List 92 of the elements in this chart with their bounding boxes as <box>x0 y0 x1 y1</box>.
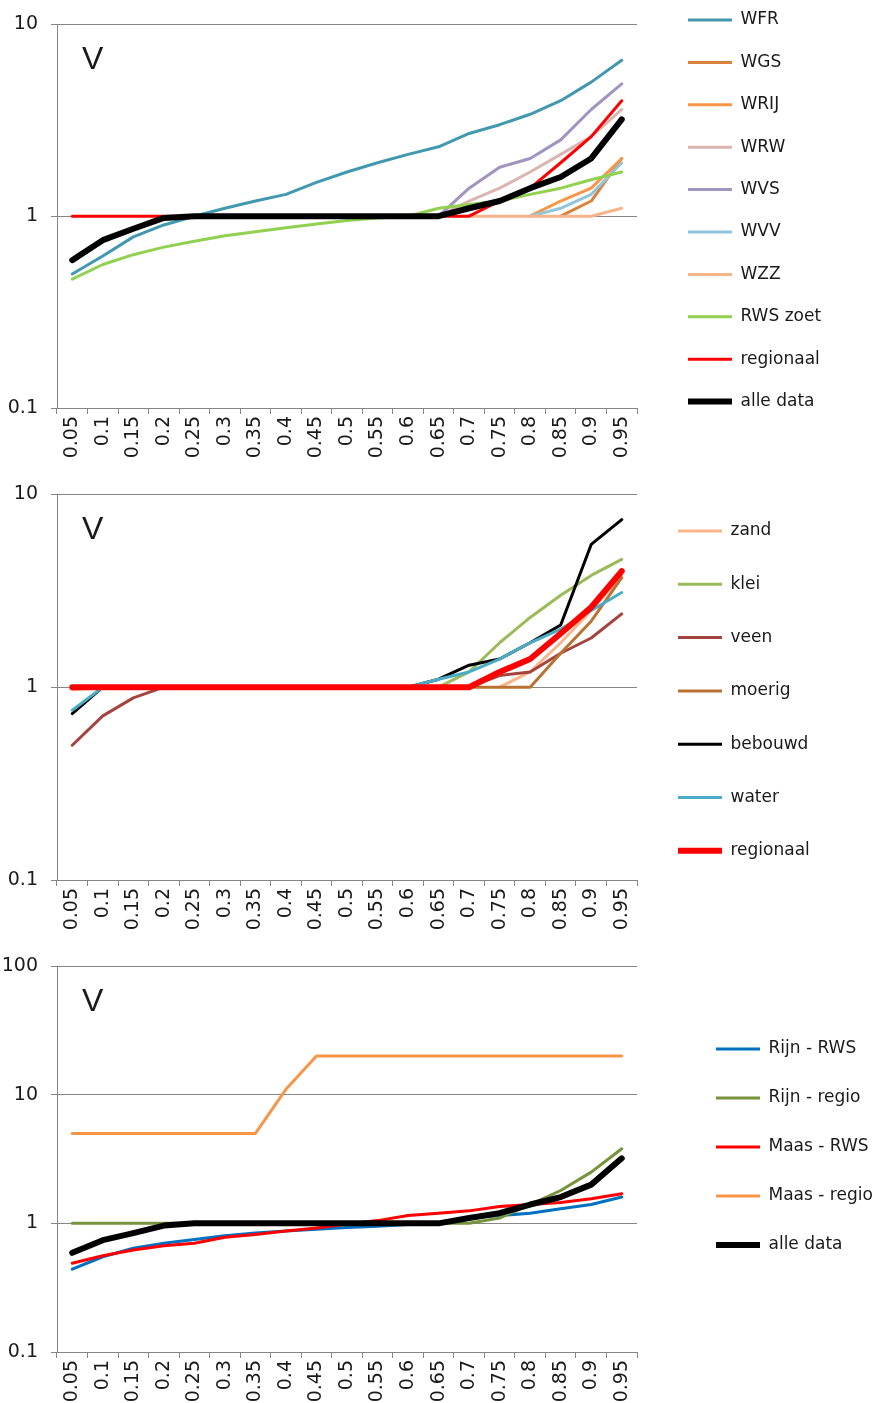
legend-label: moerig <box>730 679 791 700</box>
y-tick-label: 1 <box>25 674 38 697</box>
x-tick-label: 0.5 <box>333 416 356 447</box>
x-tick-label: 0.85 <box>547 416 570 459</box>
legend-label: WGS <box>740 50 782 71</box>
x-tick-label: 0.45 <box>303 888 326 931</box>
x-tick-label: 0.25 <box>181 1360 204 1403</box>
x-tick-label: 0.55 <box>364 416 387 459</box>
y-tick-label: 10 <box>13 11 38 34</box>
x-tick-label: 0.25 <box>181 888 204 931</box>
legend-label: Maas - RWS <box>768 1135 869 1156</box>
legend-label: WRW <box>740 135 786 156</box>
x-tick-label: 0.35 <box>242 888 265 931</box>
x-tick-label: 0.05 <box>59 1360 82 1403</box>
text: V <box>82 40 104 77</box>
x-tick-label: 0.95 <box>608 416 631 459</box>
legend-label: alle data <box>768 1233 843 1254</box>
x-tick-label: 0.2 <box>150 416 173 447</box>
legend-label: Maas - regio <box>768 1184 873 1205</box>
x-tick-label: 0.75 <box>486 1360 509 1403</box>
y-tick-label: 10 <box>13 481 38 504</box>
x-tick-label: 0.85 <box>547 1360 570 1403</box>
legend-label: regionaal <box>740 347 820 368</box>
x-tick-label: 0.7 <box>456 416 479 447</box>
x-tick-label: 0.7 <box>456 888 479 919</box>
y-tick-label: 0.1 <box>7 394 38 417</box>
y-tick-label: 1 <box>25 1210 38 1233</box>
x-tick-label: 0.8 <box>517 888 540 919</box>
legend-label: zand <box>730 519 772 540</box>
x-tick-label: 0.05 <box>59 888 82 931</box>
legend-label: regionaal <box>730 839 810 860</box>
legend-label: water <box>730 785 779 806</box>
legend-label: RWS zoet <box>740 305 822 326</box>
x-tick-label: 0.65 <box>425 888 448 931</box>
x-tick-label: 0.3 <box>211 1360 234 1391</box>
x-tick-label: 0.3 <box>211 888 234 919</box>
x-tick-label: 0.5 <box>333 888 356 919</box>
x-tick-label: 0.9 <box>578 416 601 447</box>
legend-label: Rijn - regio <box>768 1086 861 1107</box>
x-tick-label: 0.7 <box>456 1360 479 1391</box>
legend-label: WFR <box>740 8 780 29</box>
y-tick-label: 0.1 <box>7 1338 38 1361</box>
x-tick-label: 0.15 <box>120 888 143 931</box>
legend-label: klei <box>730 572 761 593</box>
x-tick-label: 0.6 <box>394 888 417 919</box>
x-tick-label: 0.6 <box>394 416 417 447</box>
x-tick-label: 0.65 <box>425 416 448 459</box>
x-tick-label: 0.9 <box>578 1360 601 1391</box>
x-tick-label: 0.55 <box>364 888 387 931</box>
x-tick-label: 0.1 <box>89 1360 112 1391</box>
x-tick-label: 0.45 <box>303 416 326 459</box>
y-tick-label: 0.1 <box>7 866 38 889</box>
x-tick-label: 0.15 <box>120 1360 143 1403</box>
y-tick-label: 100 <box>1 952 38 975</box>
legend-label: Rijn - RWS <box>768 1037 857 1058</box>
x-tick-label: 0.35 <box>242 1360 265 1403</box>
legend-label: WVS <box>740 178 780 199</box>
x-tick-label: 0.65 <box>425 1360 448 1403</box>
x-tick-label: 0.2 <box>150 888 173 919</box>
legend-label: veen <box>730 626 773 647</box>
legend-label: WRIJ <box>740 93 780 114</box>
x-tick-label: 0.95 <box>608 1360 631 1403</box>
y-tick-label: 10 <box>13 1081 38 1104</box>
x-tick-label: 0.55 <box>364 1360 387 1403</box>
x-tick-label: 0.1 <box>89 416 112 447</box>
x-tick-label: 0.4 <box>272 888 295 919</box>
x-tick-label: 0.15 <box>120 416 143 459</box>
text: V <box>82 510 104 547</box>
x-tick-label: 0.05 <box>59 416 82 459</box>
x-tick-label: 0.85 <box>547 888 570 931</box>
x-tick-label: 0.8 <box>517 1360 540 1391</box>
text: V <box>82 981 104 1018</box>
x-tick-label: 0.4 <box>272 416 295 447</box>
x-tick-label: 0.3 <box>211 416 234 447</box>
legend-label: bebouwd <box>730 732 809 753</box>
x-tick-label: 0.75 <box>486 416 509 459</box>
y-tick-label: 1 <box>25 203 38 226</box>
x-tick-label: 0.95 <box>608 888 631 931</box>
x-tick-label: 0.1 <box>89 888 112 919</box>
x-tick-label: 0.5 <box>333 1360 356 1391</box>
x-tick-label: 0.6 <box>394 1360 417 1391</box>
legend-label: alle data <box>740 390 815 411</box>
x-tick-label: 0.4 <box>272 1360 295 1391</box>
x-tick-label: 0.2 <box>150 1360 173 1391</box>
x-tick-label: 0.35 <box>242 416 265 459</box>
x-tick-label: 0.9 <box>578 888 601 919</box>
legend-label: WZZ <box>740 262 781 283</box>
x-tick-label: 0.8 <box>517 416 540 447</box>
x-tick-label: 0.75 <box>486 888 509 931</box>
x-tick-label: 0.25 <box>181 416 204 459</box>
legend-label: WVV <box>740 220 781 241</box>
x-tick-label: 0.45 <box>303 1360 326 1403</box>
